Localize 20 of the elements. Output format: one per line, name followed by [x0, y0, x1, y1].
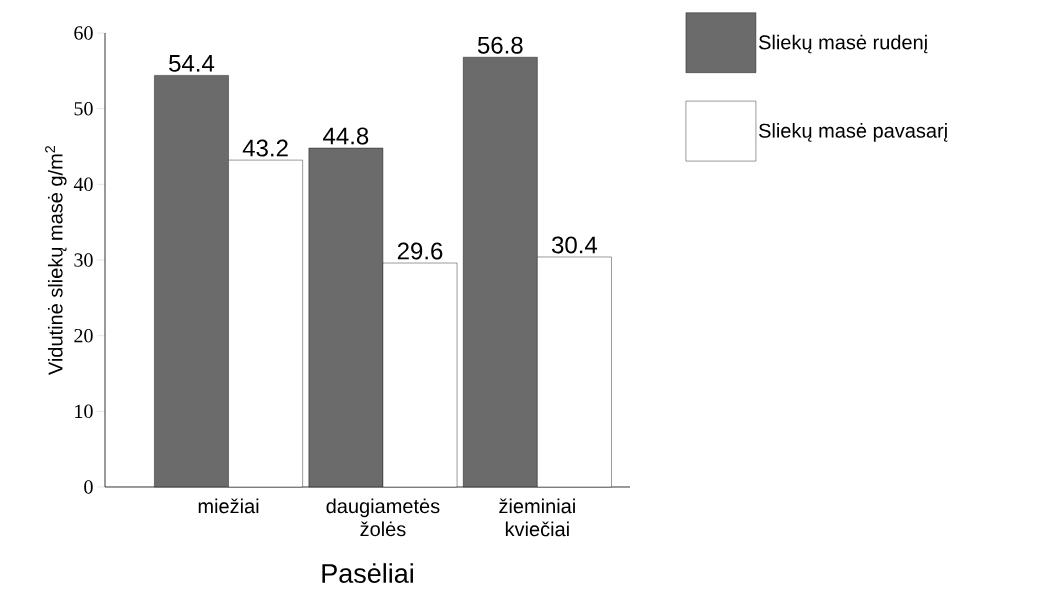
y-axis-title: Vidutinė sliekų masė g/m$^{2}$ [45, 146, 67, 376]
data-label: 30.4 [551, 236, 598, 254]
x-tick-label: miežiai [198, 498, 259, 514]
x-tick-label: žieminiai kviečiai [499, 498, 575, 537]
text: Sliekų masė rudenį [759, 34, 928, 54]
y-tick-label: 10 [75, 404, 93, 419]
data-label: 56.8 [477, 36, 523, 54]
x-axis-title: Pasėliai [322, 563, 413, 583]
data-label: 44.8 [323, 127, 369, 145]
data-label: 54.4 [169, 55, 215, 72]
y-tick-label: 60 [74, 26, 93, 40]
data-label: 29.6 [397, 242, 443, 260]
y-tick-label: 50 [74, 101, 93, 116]
text: Sliekų masė pavasarį [759, 123, 948, 142]
x-tick-label: daugiametės žolės [326, 498, 440, 537]
y-tick-label: 0 [84, 480, 93, 494]
y-tick-label: 40 [73, 177, 93, 192]
y-tick-label: 20 [74, 328, 93, 343]
y-tick-label: 30 [74, 253, 93, 267]
data-label: 43.2 [242, 139, 288, 157]
